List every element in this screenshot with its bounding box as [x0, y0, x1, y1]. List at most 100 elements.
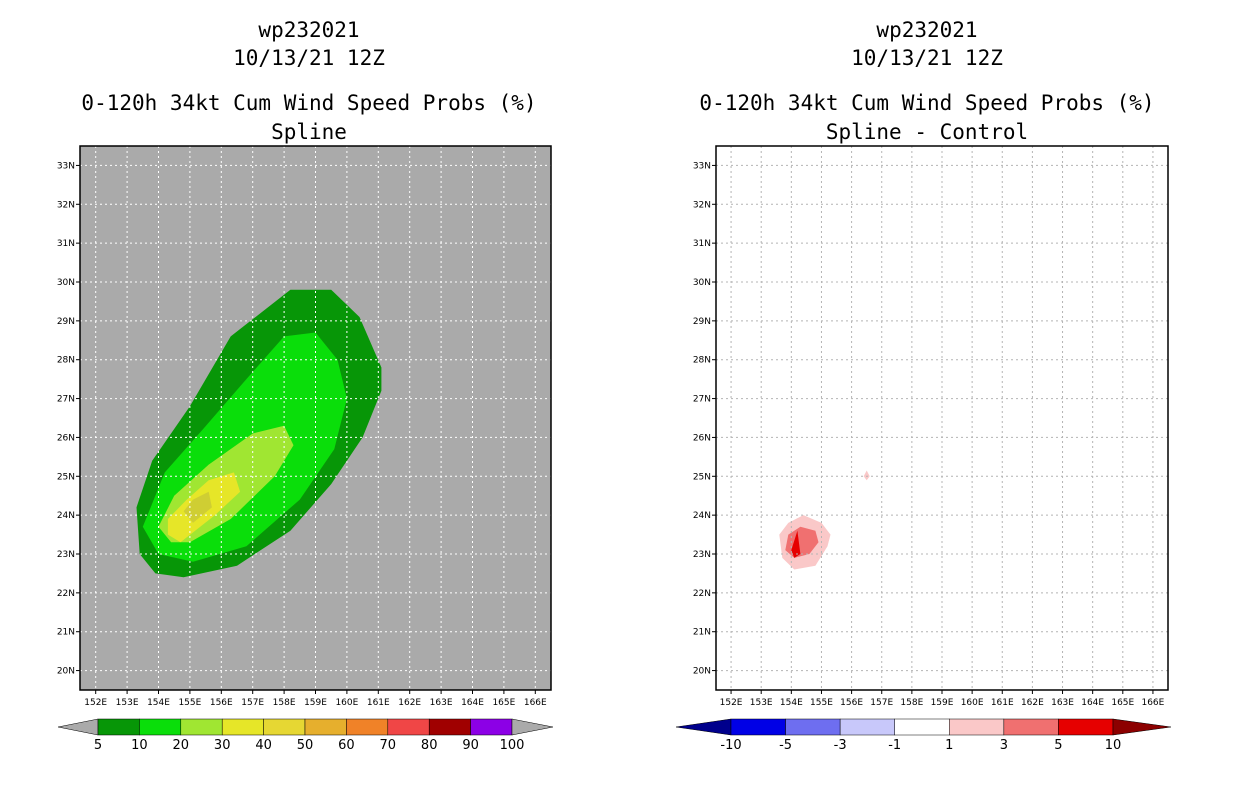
model-title: Spline - Control [825, 120, 1029, 144]
y-tick-label: 33N [693, 161, 711, 171]
y-tick-label: 29N [57, 317, 75, 327]
x-tick-label: 157E [241, 698, 264, 708]
x-tick-label: 158E [273, 698, 296, 708]
y-tick-label: 31N [57, 239, 75, 249]
x-tick-label: 154E [147, 698, 170, 708]
y-tick-label: 27N [57, 395, 75, 405]
colorbar-label: 100 [500, 738, 525, 753]
colorbar-label: 10 [131, 738, 148, 753]
x-tick-label: 159E [931, 698, 954, 708]
colorbar-over-arrow [511, 718, 554, 736]
y-tick-label: 20N [693, 667, 711, 677]
colorbar-segment [949, 718, 1005, 736]
colorbar-label: 3 [1000, 738, 1008, 753]
x-tick-label: 155E [178, 698, 201, 708]
y-tick-label: 26N [57, 433, 75, 443]
x-tick-label: 165E [492, 698, 515, 708]
y-tick-label: 32N [693, 200, 711, 210]
y-tick-label: 28N [57, 356, 75, 366]
colorbar-segment [180, 718, 223, 736]
x-tick-label: 156E [210, 698, 233, 708]
product-title: 0-120h 34kt Cum Wind Speed Probs (%) [699, 91, 1155, 115]
y-tick-label: 29N [693, 317, 711, 327]
x-tick-label: 166E [524, 698, 547, 708]
y-tick-label: 30N [693, 278, 711, 288]
x-tick-label: 155E [810, 698, 833, 708]
x-tick-label: 152E [720, 698, 743, 708]
colorbar-segment [346, 718, 389, 736]
y-tick-label: 30N [57, 278, 75, 288]
colorbar-label: 20 [173, 738, 190, 753]
colorbar-label: 50 [297, 738, 314, 753]
x-tick-label: 164E [461, 698, 484, 708]
date-time-title: 10/13/21 12Z [233, 46, 385, 70]
spline-probability-chart: 152E 153E 154E 155E 156E 157E 158E 159E 160E 161E… [57, 145, 554, 753]
x-tick-label: 153E [116, 698, 139, 708]
colorbar-label: 5 [94, 738, 102, 753]
colorbar-segment [730, 718, 786, 736]
x-tick-label: 159E [304, 698, 327, 708]
colorbar-label: 60 [338, 738, 355, 753]
x-tick-label: 160E [335, 698, 358, 708]
x-tick-label: 158E [900, 698, 923, 708]
y-tick-label: 25N [57, 472, 75, 482]
x-tick-label: 165E [1111, 698, 1134, 708]
y-tick-label: 22N [57, 589, 75, 599]
colorbar-label: 1 [945, 738, 953, 753]
x-tick-label: 154E [780, 698, 803, 708]
x-tick-label: 161E [367, 698, 390, 708]
colorbar-label: 5 [1054, 738, 1062, 753]
colorbar-label: 70 [380, 738, 397, 753]
date-time-title: 10/13/21 12Z [851, 46, 1003, 70]
colorbar-label: -1 [888, 738, 901, 753]
y-tick-label: 20N [57, 667, 75, 677]
x-tick-label: 163E [1051, 698, 1074, 708]
contour-level-5 [791, 530, 801, 558]
x-tick-label: 163E [430, 698, 453, 708]
colorbar-over-arrow [1112, 718, 1172, 736]
colorbar-segment [221, 718, 264, 736]
storm-id-title: wp232021 [258, 18, 360, 42]
model-title: Spline [271, 120, 347, 144]
y-tick-label: 23N [693, 550, 711, 560]
x-tick-label: 152E [84, 698, 107, 708]
contour-level-1 [863, 470, 870, 481]
y-tick-label: 24N [693, 511, 711, 521]
x-tick-label: 156E [840, 698, 863, 708]
y-tick-label: 33N [57, 161, 75, 171]
colorbar-segment [785, 718, 841, 736]
y-tick-label: 28N [693, 356, 711, 366]
x-tick-label: 162E [1021, 698, 1044, 708]
colorbar-segment [263, 718, 306, 736]
colorbar-label: -5 [779, 738, 792, 753]
colorbar-segment [387, 718, 430, 736]
colorbar-under-arrow [57, 718, 99, 736]
y-tick-label: 26N [693, 433, 711, 443]
y-tick-label: 21N [693, 628, 711, 638]
colorbar-segment [428, 718, 471, 736]
x-tick-label: 161E [991, 698, 1014, 708]
y-tick-label: 32N [57, 200, 75, 210]
y-tick-label: 21N [57, 628, 75, 638]
colorbar-label: 80 [421, 738, 438, 753]
colorbar-segment [304, 718, 347, 736]
y-tick-label: 24N [57, 511, 75, 521]
y-tick-label: 31N [693, 239, 711, 249]
colorbar-label: 30 [214, 738, 231, 753]
colorbar-label: 10 [1105, 738, 1122, 753]
colorbar-label: 40 [255, 738, 272, 753]
spline-panel: wp232021 10/13/21 12Z 0-120h 34kt Cum Wi… [81, 18, 537, 144]
y-tick-label: 23N [57, 550, 75, 560]
product-title: 0-120h 34kt Cum Wind Speed Probs (%) [81, 91, 537, 115]
colorbar-segment [97, 718, 140, 736]
colorbar-segment [1058, 718, 1114, 736]
colorbar-label: 90 [462, 738, 479, 753]
colorbar-segment [139, 718, 182, 736]
colorbar-segment [470, 718, 513, 736]
x-tick-label: 164E [1081, 698, 1104, 708]
colorbar-label: -10 [720, 738, 741, 753]
x-tick-label: 153E [750, 698, 773, 708]
x-tick-label: 160E [961, 698, 984, 708]
y-tick-label: 27N [693, 395, 711, 405]
y-tick-label: 25N [693, 472, 711, 482]
